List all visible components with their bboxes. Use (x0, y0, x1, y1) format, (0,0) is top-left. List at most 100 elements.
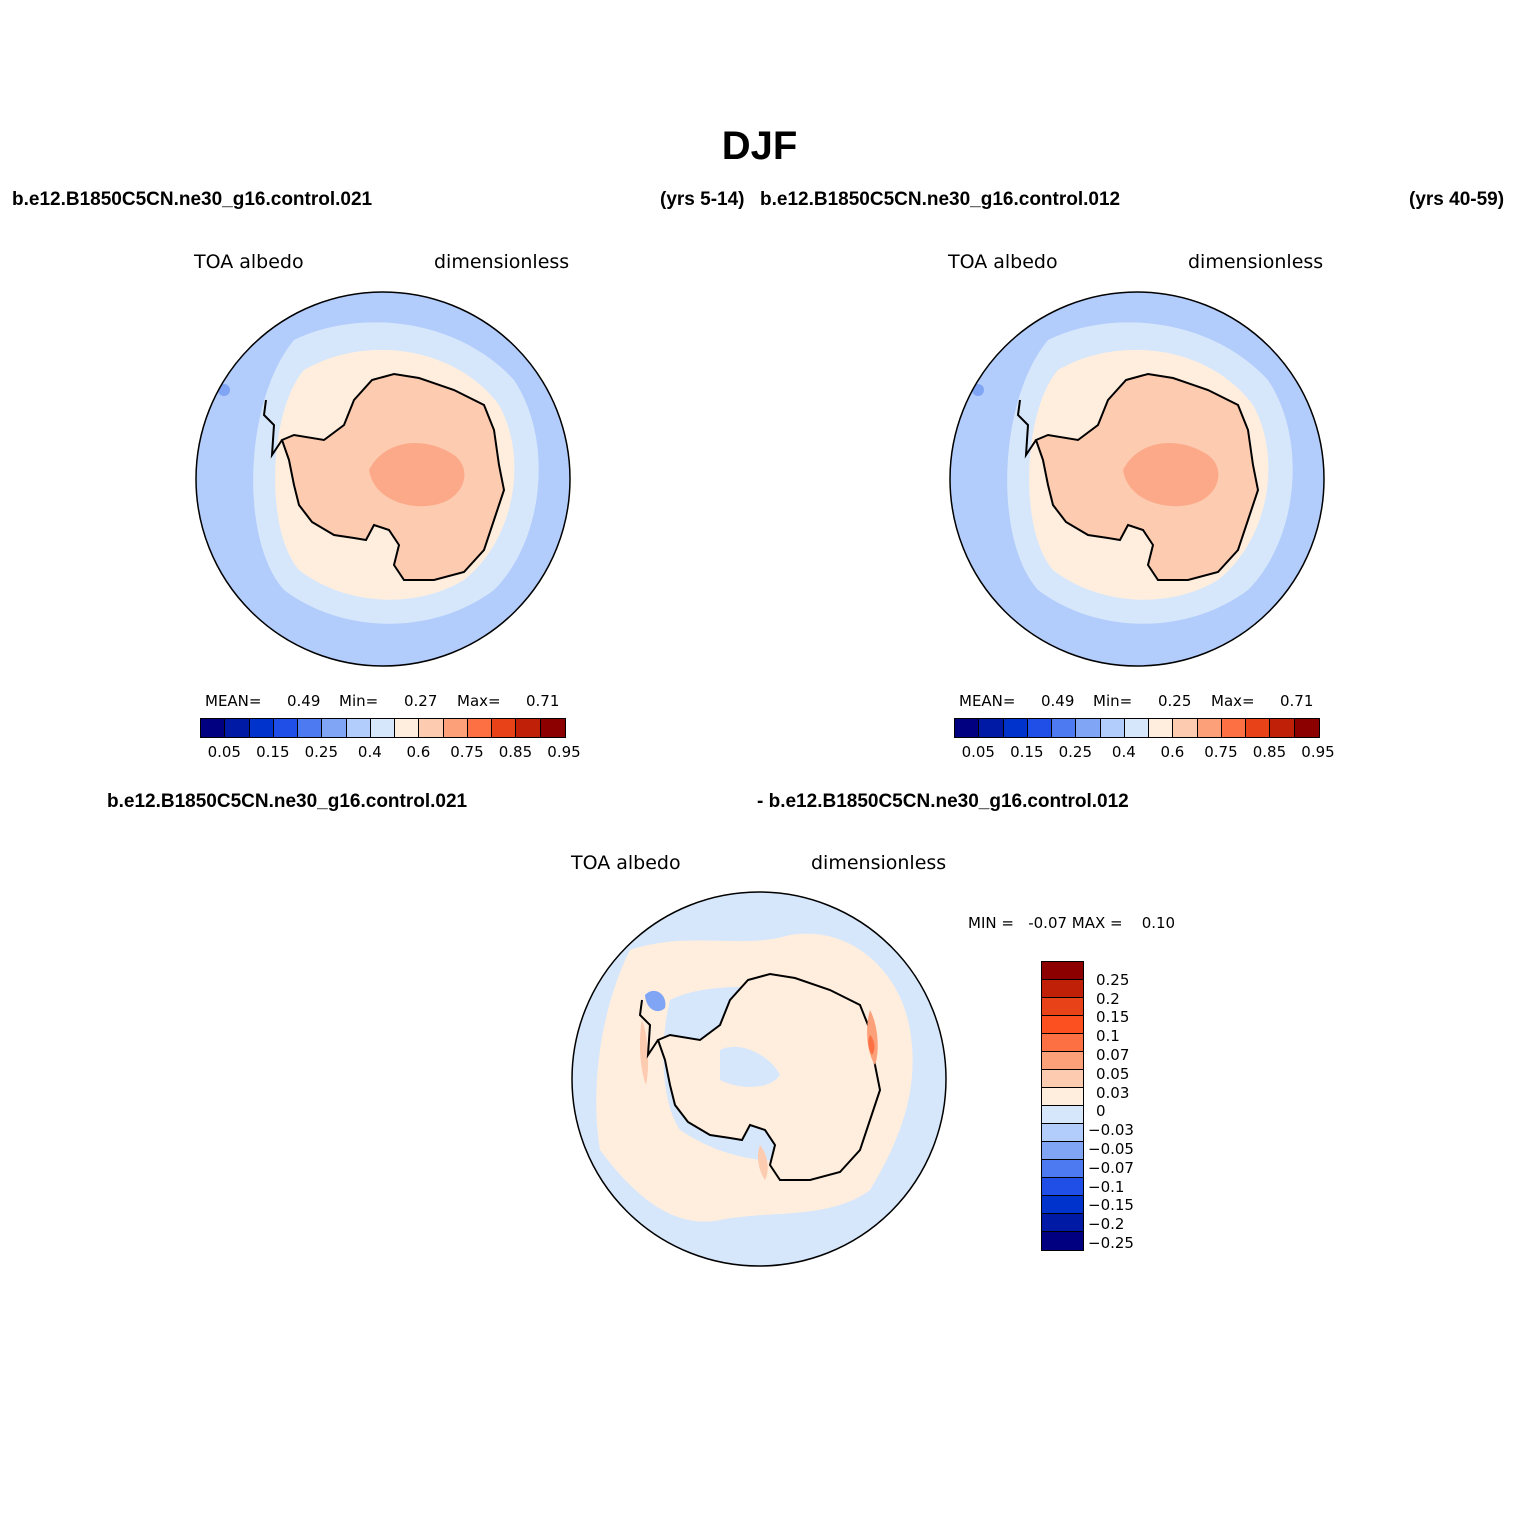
colorbar-swatch (1173, 719, 1198, 737)
colorbar-tick-label: 0.25 (1096, 970, 1130, 989)
colorbar-swatch (1042, 1160, 1083, 1178)
panel2-case-name: b.e12.B1850C5CN.ne30_g16.control.012 (760, 189, 1121, 210)
colorbar-tick-label: 0.25 (304, 743, 339, 761)
colorbar-swatch (1042, 980, 1083, 998)
colorbar-tick-label: −0.15 (1088, 1196, 1134, 1215)
colorbar-swatch (1042, 998, 1083, 1016)
colorbar-tick-label: −0.07 (1088, 1158, 1134, 1177)
page-title: DJF (721, 124, 798, 168)
colorbar-swatch (370, 719, 396, 737)
panel2-mean-value: 0.49 (1041, 692, 1075, 710)
colorbar-swatch (1270, 719, 1295, 737)
colorbar-swatch (225, 719, 250, 737)
colorbar-swatch (1042, 1016, 1083, 1034)
colorbar-tick-label: −0.25 (1088, 1234, 1134, 1252)
panel1-mean-value: 0.49 (287, 692, 321, 710)
colorbar-swatch (1197, 719, 1222, 737)
colorbar-swatch (955, 719, 980, 737)
colorbar-swatch (346, 719, 371, 737)
panel1-min-label: Min= (339, 692, 379, 710)
colorbar-swatch (419, 719, 444, 737)
colorbar-tick-label: 0 (1096, 1102, 1106, 1121)
panel2-units: dimensionless (1188, 251, 1324, 273)
colorbar-swatch (1042, 1214, 1083, 1232)
panel2-mean-label: MEAN= (959, 692, 1016, 710)
panel2-variable: TOA albedo (948, 251, 1058, 273)
colorbar-swatch (1042, 1142, 1083, 1160)
diff-minmax: MIN = -0.07 MAX = 0.10 (968, 914, 1176, 932)
colorbar-swatch (1221, 719, 1247, 737)
colorbar-swatch (1042, 1034, 1083, 1052)
diff-case-left: b.e12.B1850C5CN.ne30_g16.control.021 (107, 791, 468, 812)
colorbar-swatch (979, 719, 1004, 737)
panel1-mean-label: MEAN= (205, 692, 262, 710)
colorbar-swatch (201, 719, 226, 737)
colorbar-swatch (443, 719, 468, 737)
diff-case-right: - b.e12.B1850C5CN.ne30_g16.control.012 (757, 791, 1129, 812)
colorbar-swatch (1124, 719, 1150, 737)
colorbar-tick-label: 0.1 (1096, 1027, 1120, 1046)
diff-colorbar (1041, 961, 1084, 1251)
colorbar-tick-label: 0.75 (1204, 743, 1238, 761)
panel2-polar-map (949, 291, 1325, 667)
colorbar-tick-label: 0.95 (547, 743, 581, 761)
colorbar-swatch (1042, 1178, 1083, 1196)
colorbar-swatch (1042, 1070, 1083, 1088)
colorbar-tick-label: 0.15 (1010, 743, 1044, 761)
panel2-years: (yrs 40-59) (1409, 189, 1505, 210)
colorbar-swatch (273, 719, 299, 737)
panel2-min-label: Min= (1093, 692, 1133, 710)
panel1-max-label: Max= (457, 692, 501, 710)
colorbar-tick-label: 0.05 (207, 743, 241, 761)
colorbar-swatch (467, 719, 493, 737)
colorbar-swatch (298, 719, 323, 737)
panel1-units: dimensionless (434, 251, 570, 273)
colorbar-swatch (1246, 719, 1271, 737)
colorbar-tick-label: 0.05 (961, 743, 995, 761)
colorbar-swatch (1052, 719, 1077, 737)
colorbar-swatch (395, 719, 420, 737)
colorbar-swatch (1042, 1124, 1083, 1142)
colorbar-swatch (516, 719, 541, 737)
colorbar-tick-label: 0.85 (498, 743, 533, 761)
colorbar-swatch (1042, 1232, 1083, 1250)
colorbar-swatch (1149, 719, 1174, 737)
colorbar-swatch (249, 719, 274, 737)
diff-units: dimensionless (811, 852, 947, 874)
colorbar-tick-label: 0.07 (1096, 1046, 1130, 1064)
colorbar-tick-label: 0.75 (450, 743, 484, 761)
colorbar-tick-label: −0.1 (1088, 1177, 1125, 1196)
colorbar-tick-label: 0.4 (357, 743, 382, 761)
colorbar-tick-label: 0.6 (406, 743, 431, 761)
panel2-min-value: 0.25 (1158, 692, 1192, 710)
colorbar-tick-label: −0.2 (1088, 1215, 1125, 1234)
colorbar-tick-label: 0.6 (1160, 743, 1185, 761)
colorbar-swatch (322, 719, 347, 737)
panel2-max-label: Max= (1211, 692, 1255, 710)
colorbar-swatch (1003, 719, 1028, 737)
panel1-min-value: 0.27 (404, 692, 438, 710)
colorbar-tick-label: 0.15 (256, 743, 290, 761)
colorbar-swatch (1042, 1052, 1083, 1070)
panel2-colorbar (954, 718, 1320, 738)
panel1-variable: TOA albedo (194, 251, 304, 273)
diff-colorbar-ticks: 0.25 0.2 0.15 0.1 0.07 0.05 0.03 0 −0.03 −0.05 −0.… (1088, 961, 1168, 1263)
colorbar-tick-label: 0.15 (1096, 1008, 1130, 1027)
colorbar-tick-label: −0.05 (1088, 1140, 1134, 1158)
colorbar-tick-label: 0.25 (1058, 743, 1093, 761)
panel1-colorbar (200, 718, 566, 738)
colorbar-tick-label: 0.85 (1252, 743, 1287, 761)
colorbar-swatch (540, 719, 565, 737)
colorbar-swatch (492, 719, 517, 737)
colorbar-swatch (1042, 1088, 1083, 1106)
colorbar-swatch (1100, 719, 1125, 737)
colorbar-swatch (1294, 719, 1319, 737)
colorbar-swatch (1042, 1106, 1083, 1124)
panel1-years: (yrs 5-14) (660, 189, 745, 210)
colorbar-swatch (1042, 962, 1083, 980)
colorbar-tick-label: 0.95 (1301, 743, 1335, 761)
colorbar-tick-label: 0.05 (1096, 1064, 1130, 1083)
colorbar-tick-label: −0.03 (1088, 1121, 1134, 1140)
panel1-polar-map (195, 291, 571, 667)
colorbar-tick-label: 0.03 (1096, 1083, 1130, 1102)
